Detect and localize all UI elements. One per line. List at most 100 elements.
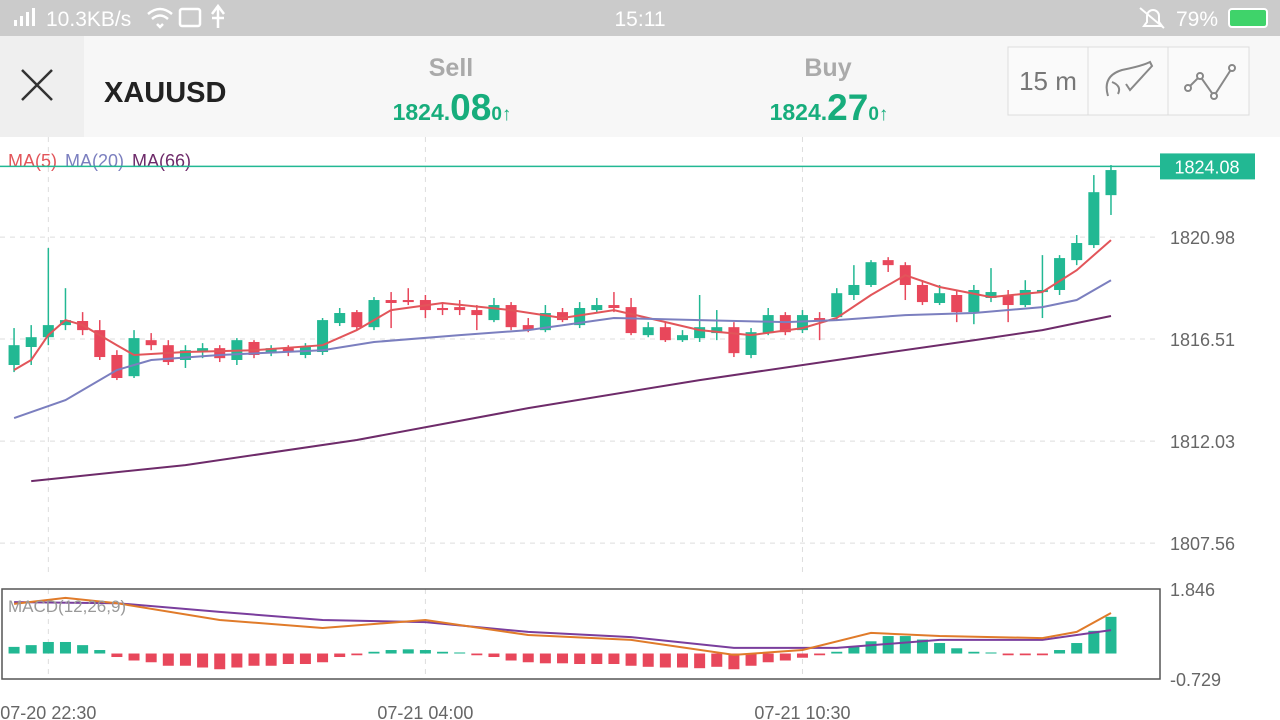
macd-tick-label: -0.729 [1170,670,1221,690]
macd-bar [214,653,226,670]
candle-body [111,354,123,379]
macd-bar [848,646,860,654]
candle-body [882,260,894,266]
buy-label: Buy [804,54,851,82]
close-button[interactable] [0,36,84,137]
macd-bar [916,639,928,654]
y-tick-label: 1820.98 [1170,228,1235,248]
candle-body [265,348,277,354]
candle-body [42,325,54,338]
timeframe-button[interactable]: 15 m [1019,66,1077,96]
candle-body [1105,170,1117,196]
buy-price[interactable]: 1824.270↑ [770,87,889,128]
mail-icon [178,7,202,28]
macd-bar [454,652,466,654]
candle-body [488,305,500,321]
candle-body [59,320,71,326]
macd-bar [951,648,963,654]
x-tick-label: 07-20 22:30 [0,703,96,720]
macd-bar [1019,653,1031,656]
macd-bar [1002,653,1014,656]
candle-body [385,300,397,303]
candle-body [694,327,706,339]
indicator-dots [1184,64,1236,100]
toolbar [1007,46,1250,116]
macd-bar [145,653,157,663]
candle-body [659,327,671,341]
sell-price[interactable]: 1824.080↑ [393,87,512,128]
macd-bar [248,653,260,666]
candle-body [848,284,860,296]
macd-bar [625,653,637,666]
candle-body [934,293,946,303]
candle-body [128,338,140,377]
macd-bar [539,653,551,664]
macd-line [13,596,1112,656]
macd-bar [197,653,209,668]
draw-tool-button[interactable] [1105,60,1154,97]
macd-bar [437,651,449,654]
macd-bar [162,653,174,666]
macd-bar [334,653,346,658]
macd-bar [505,653,517,661]
macd-bar [1088,630,1100,654]
candle-body [951,295,963,313]
macd-bar [8,646,20,654]
y-tick-label: 1812.03 [1170,432,1235,452]
macd-bar [779,653,791,661]
macd-bar [711,653,723,667]
candle-body [1088,192,1100,246]
macd-bar [659,653,671,668]
candle-body [814,318,826,321]
candle-body [282,348,294,353]
macd-bar [745,653,757,666]
macd-bar [608,653,620,665]
macd-bar [299,653,311,665]
macd-bar [402,649,414,654]
macd-bar [317,653,329,663]
signal-icon [14,8,35,26]
candle-body [334,313,346,324]
candle-body [608,305,620,309]
candle-body [437,308,449,311]
macd-bar [1105,616,1117,654]
battery-level: 79% [1176,8,1218,31]
candle-body [1054,258,1066,290]
wifi-icon [147,7,173,29]
symbol: XAUUSD [104,77,226,109]
macd-bar [694,653,706,669]
indicator-button[interactable] [1187,67,1233,98]
macd-bar [899,636,911,654]
macd-bar [42,641,54,654]
candle-body [916,284,928,303]
ma-line [13,279,1112,420]
price-arrow: ↑ [502,104,512,125]
macd-bar [77,645,89,654]
macd-bar [1054,650,1066,654]
candle-body [968,289,980,313]
battery-icon [1228,8,1268,28]
price-small: 0 [868,104,879,125]
macd-bar [557,653,569,664]
candle-body [351,312,363,328]
candle-body [831,293,843,318]
macd-frame [1,588,1161,680]
candle-body [796,315,808,331]
price-arrow: ↑ [879,104,889,125]
macd-bar [128,653,140,661]
candle-body [1071,243,1083,261]
candle-body [94,330,106,358]
candle-body [471,310,483,316]
ma-line [13,239,1112,371]
macd-bar [522,653,534,663]
macd-bar [231,653,243,668]
macd-bar [865,641,877,654]
candle-body [728,327,740,354]
macd-bar [642,653,654,667]
macd-bar [574,653,586,665]
macd-bar [488,653,500,658]
candle-body [574,308,586,326]
close-icon [21,69,53,101]
macd-bar [282,653,294,665]
